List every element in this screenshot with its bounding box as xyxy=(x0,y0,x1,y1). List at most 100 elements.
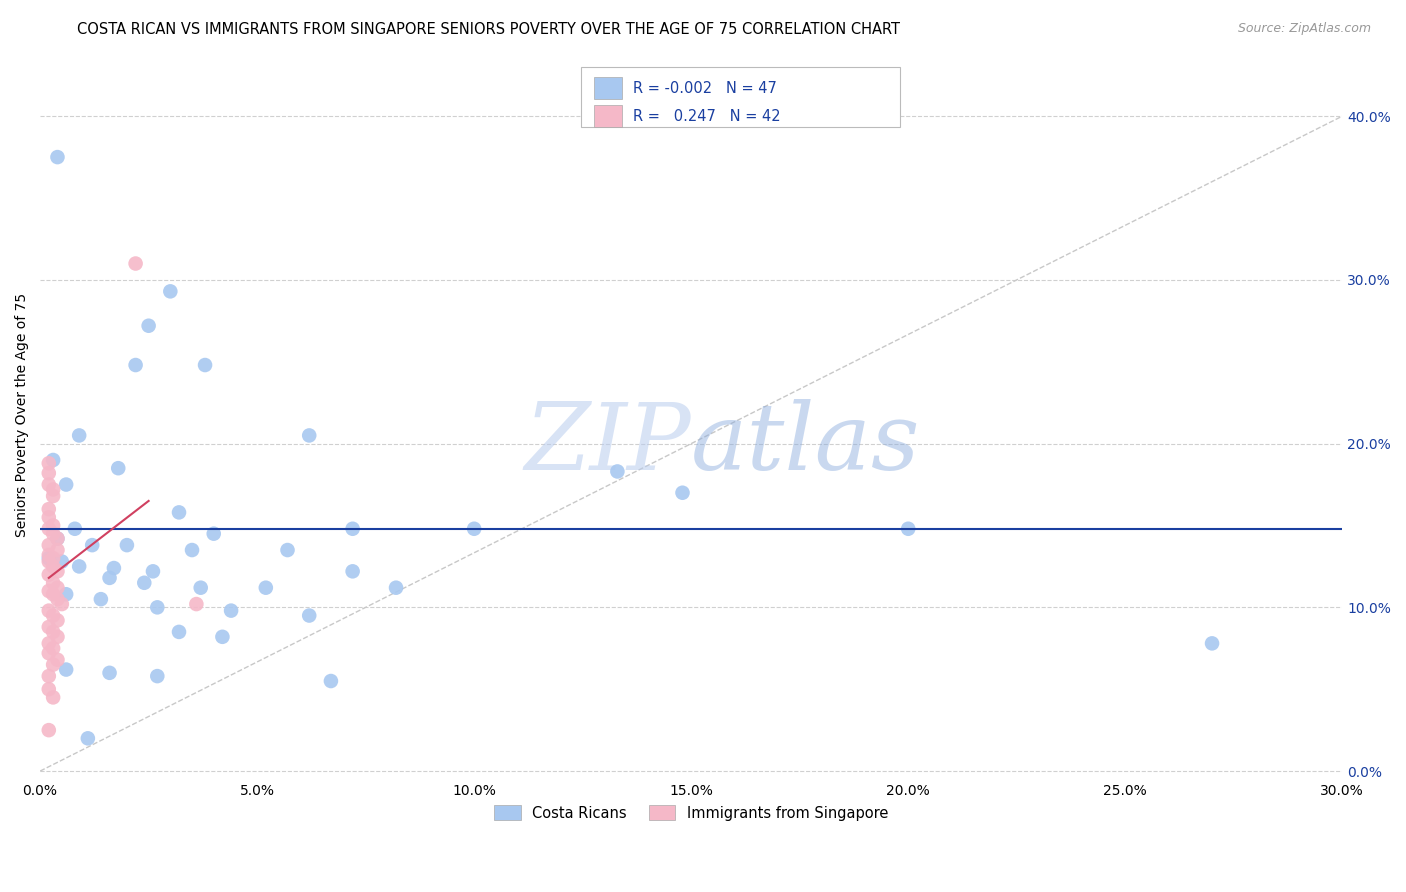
Point xyxy=(159,285,181,299)
Point xyxy=(298,428,321,442)
Point xyxy=(38,551,60,566)
Point xyxy=(38,567,60,582)
Point xyxy=(103,561,125,575)
Text: R =   0.247   N = 42: R = 0.247 N = 42 xyxy=(633,109,780,124)
Point xyxy=(46,150,69,164)
Bar xyxy=(593,78,623,99)
Point xyxy=(38,522,60,536)
Point xyxy=(42,483,65,497)
Point xyxy=(134,575,156,590)
Point xyxy=(181,543,204,558)
Point xyxy=(38,669,60,683)
Point xyxy=(46,565,69,579)
Y-axis label: Seniors Poverty Over the Age of 75: Seniors Poverty Over the Age of 75 xyxy=(15,293,30,537)
Point xyxy=(276,543,298,558)
Point xyxy=(63,522,86,536)
Point xyxy=(42,624,65,639)
Text: Source: ZipAtlas.com: Source: ZipAtlas.com xyxy=(1237,22,1371,36)
Point xyxy=(90,592,112,607)
Point xyxy=(38,477,60,491)
Point xyxy=(46,592,69,607)
Point xyxy=(671,485,693,500)
Point xyxy=(55,477,77,491)
Point xyxy=(55,663,77,677)
Point xyxy=(42,587,65,601)
Point xyxy=(55,587,77,601)
Point xyxy=(342,522,364,536)
Point xyxy=(42,518,65,533)
Point xyxy=(42,641,65,656)
Text: R = -0.002   N = 47: R = -0.002 N = 47 xyxy=(633,81,776,95)
Point xyxy=(42,559,65,574)
Point xyxy=(38,502,60,516)
Point xyxy=(202,526,225,541)
Point xyxy=(42,526,65,541)
Point xyxy=(38,466,60,480)
Point xyxy=(124,256,146,270)
Point xyxy=(76,731,98,746)
Point xyxy=(142,565,165,579)
Point xyxy=(46,630,69,644)
Point xyxy=(194,358,217,372)
Point xyxy=(46,581,69,595)
Point xyxy=(38,636,60,650)
Point xyxy=(463,522,485,536)
Point xyxy=(1201,636,1223,650)
Point xyxy=(51,597,73,611)
Point xyxy=(38,723,60,738)
Text: atlas: atlas xyxy=(692,399,921,489)
Text: COSTA RICAN VS IMMIGRANTS FROM SINGAPORE SENIORS POVERTY OVER THE AGE OF 75 CORR: COSTA RICAN VS IMMIGRANTS FROM SINGAPORE… xyxy=(77,22,900,37)
Point xyxy=(219,604,242,618)
Point xyxy=(38,554,60,568)
Point xyxy=(124,358,146,372)
Point xyxy=(38,682,60,697)
Point xyxy=(42,575,65,590)
Point xyxy=(98,665,121,680)
Point xyxy=(46,532,69,546)
Point xyxy=(385,581,408,595)
Text: ZIP: ZIP xyxy=(524,399,692,489)
Point xyxy=(38,538,60,552)
Point xyxy=(298,608,321,623)
Point xyxy=(46,653,69,667)
Point xyxy=(51,554,73,568)
Point xyxy=(897,522,920,536)
Point xyxy=(42,657,65,672)
Point xyxy=(190,581,212,595)
Point xyxy=(186,597,208,611)
Point xyxy=(42,690,65,705)
Point xyxy=(38,646,60,660)
Point xyxy=(38,548,60,562)
Point xyxy=(107,461,129,475)
Point xyxy=(254,581,277,595)
Point xyxy=(46,614,69,628)
Point xyxy=(606,465,628,479)
Point xyxy=(146,600,169,615)
Point xyxy=(38,456,60,470)
Point xyxy=(67,428,90,442)
Point xyxy=(138,318,160,333)
Point xyxy=(98,571,121,585)
Point xyxy=(167,505,190,519)
Legend: Costa Ricans, Immigrants from Singapore: Costa Ricans, Immigrants from Singapore xyxy=(488,799,894,827)
Point xyxy=(167,624,190,639)
Bar xyxy=(593,105,623,128)
Point xyxy=(38,584,60,599)
Point xyxy=(38,510,60,524)
Point xyxy=(342,565,364,579)
Point xyxy=(42,453,65,467)
Point xyxy=(211,630,233,644)
Point xyxy=(146,669,169,683)
Point xyxy=(82,538,104,552)
Point xyxy=(42,551,65,566)
Point xyxy=(319,673,342,688)
Point xyxy=(42,608,65,623)
Point xyxy=(42,489,65,503)
Point xyxy=(115,538,138,552)
Point xyxy=(46,532,69,546)
Point xyxy=(38,604,60,618)
Point xyxy=(46,543,69,558)
Bar xyxy=(581,68,900,128)
Point xyxy=(67,559,90,574)
Point xyxy=(38,620,60,634)
